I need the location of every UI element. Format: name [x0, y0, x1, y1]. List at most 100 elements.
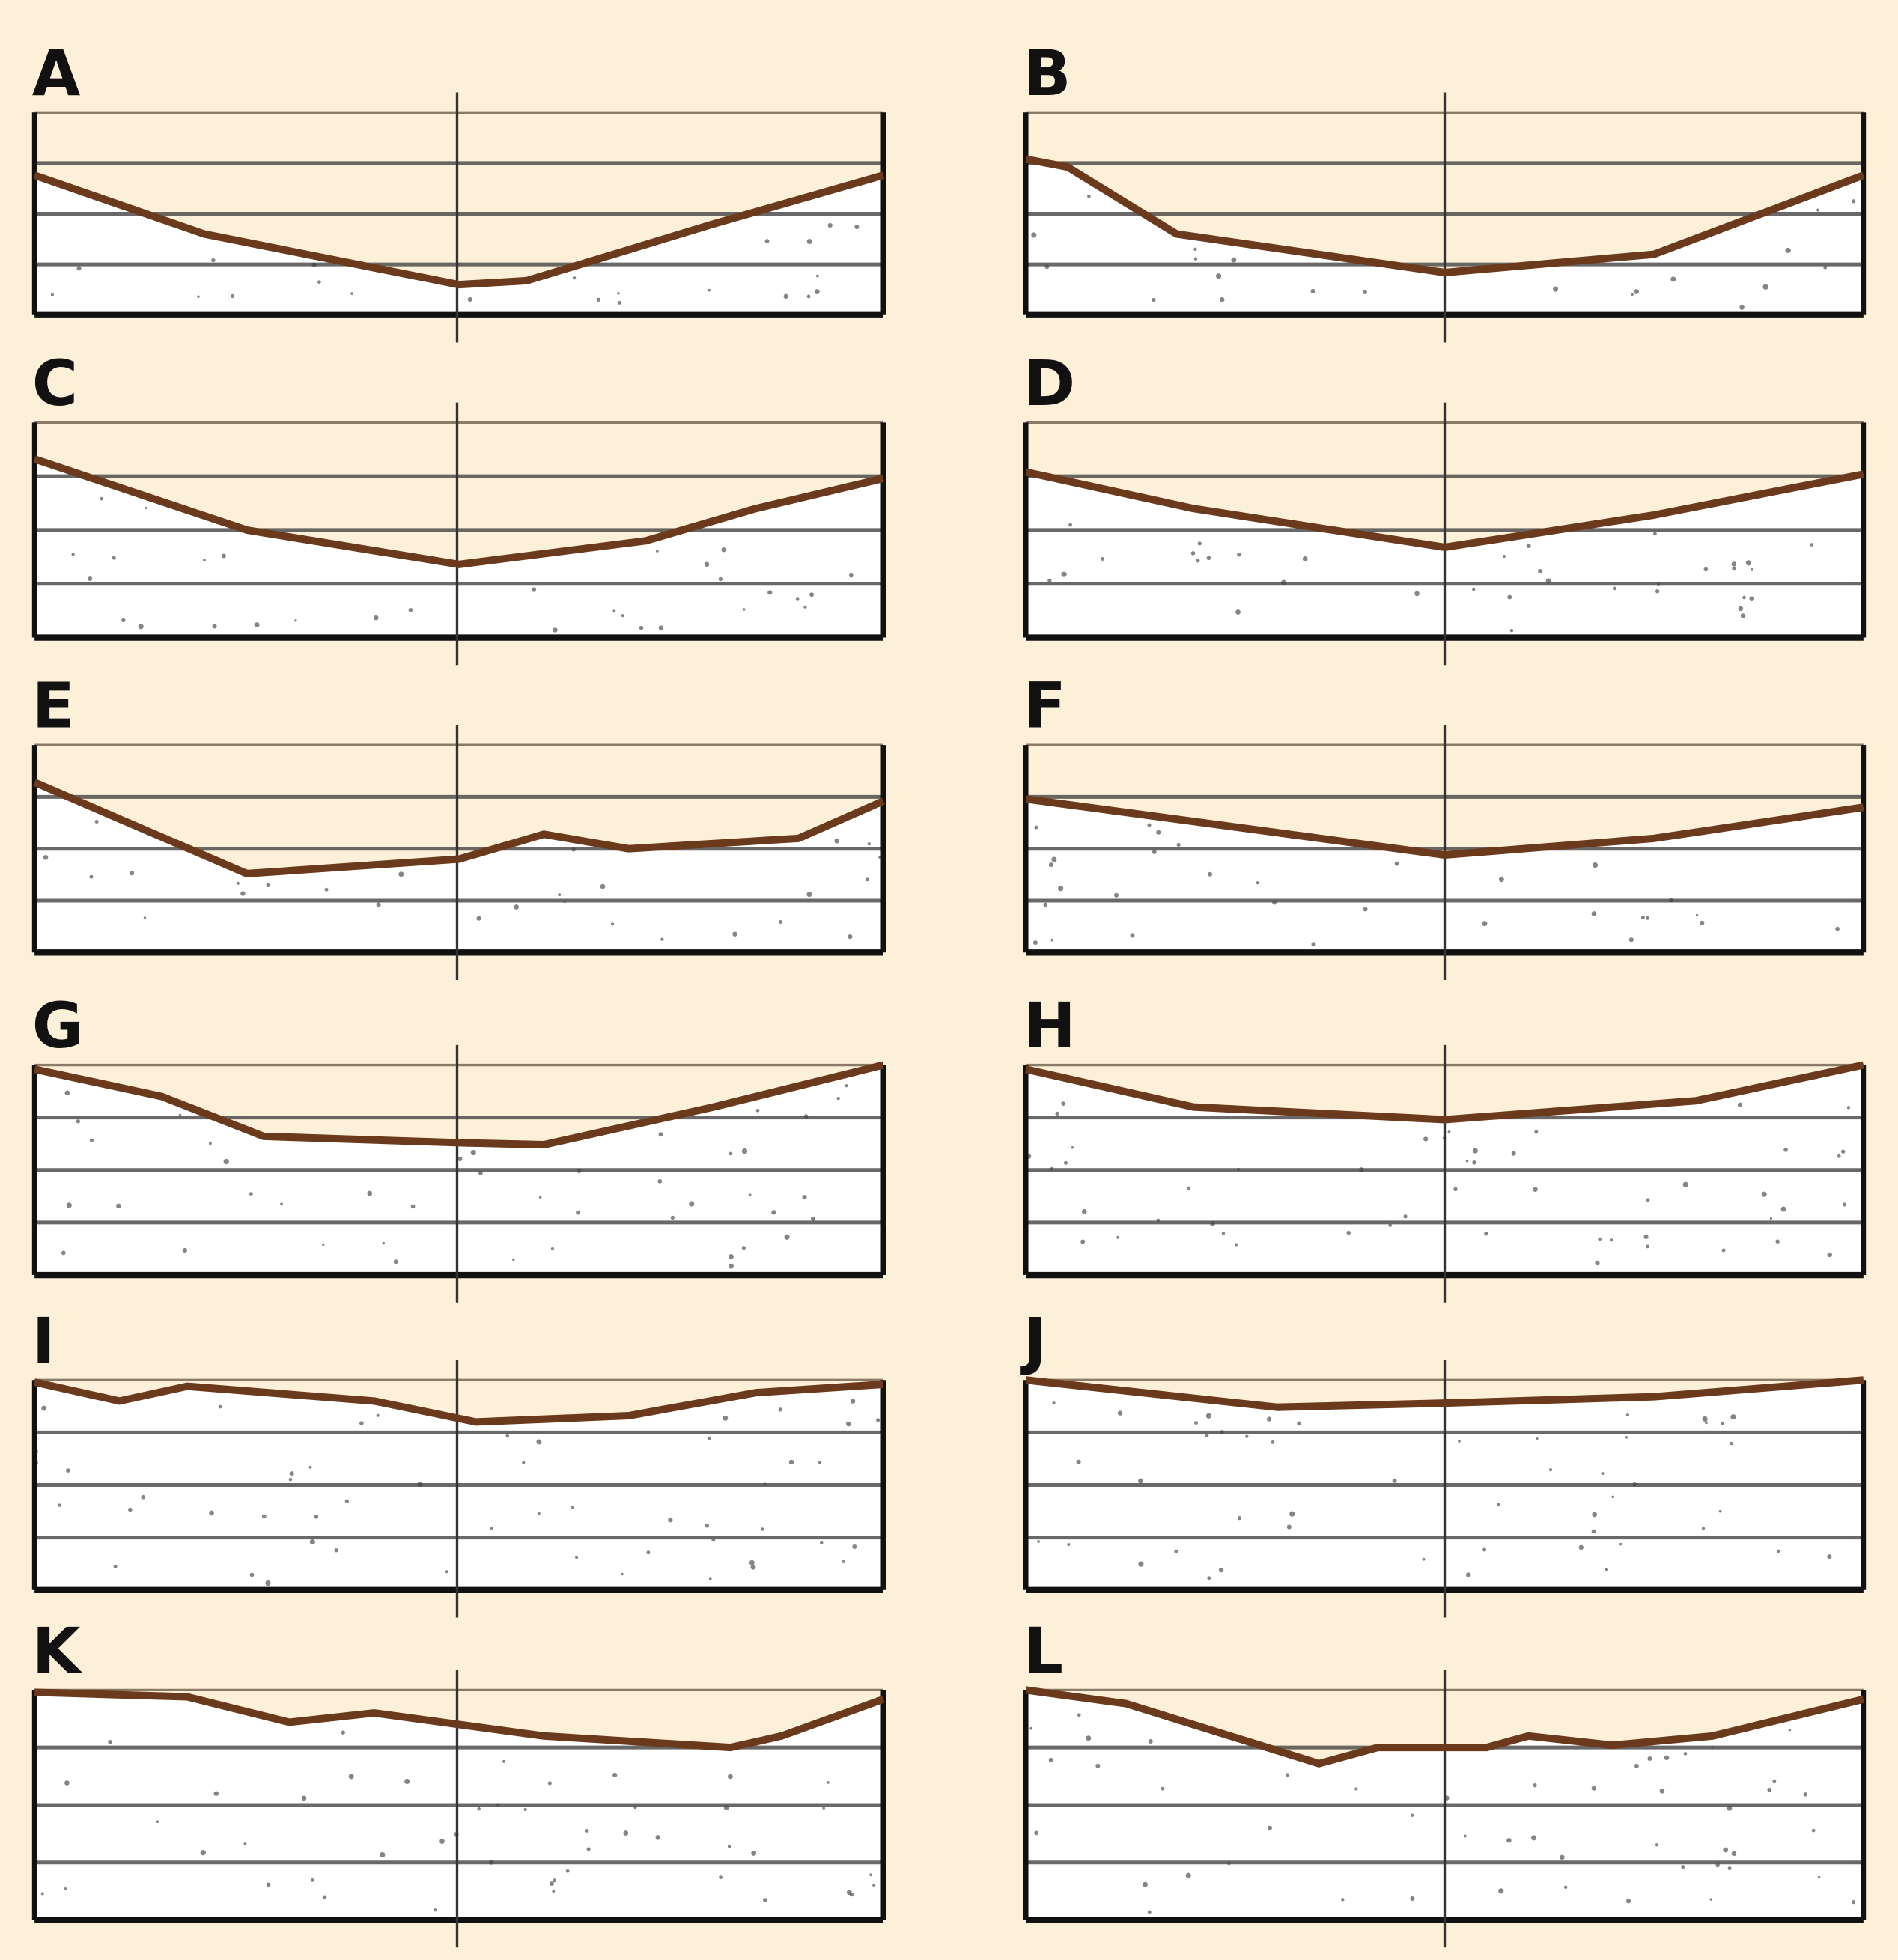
speckle — [1221, 1232, 1226, 1235]
speckle — [1392, 1478, 1397, 1483]
speckle — [1659, 1789, 1665, 1794]
speckle — [617, 300, 621, 305]
speckle — [1534, 1130, 1539, 1134]
speckle — [209, 1510, 214, 1516]
speckle — [322, 1243, 325, 1247]
speckle — [815, 274, 819, 278]
speckle — [639, 625, 644, 630]
speckle — [1509, 628, 1514, 633]
open-area — [34, 745, 883, 874]
speckle — [1237, 1515, 1242, 1521]
speckle — [803, 605, 807, 609]
speckle — [806, 294, 811, 299]
speckle — [707, 1436, 711, 1440]
speckle — [1465, 1160, 1469, 1163]
speckle — [1048, 862, 1053, 868]
speckle — [1739, 305, 1745, 310]
speckle — [1740, 613, 1746, 618]
speckle — [867, 841, 872, 846]
profile-curve — [34, 1688, 885, 1752]
speckle — [1823, 265, 1828, 270]
profile-curve — [1025, 155, 1865, 276]
speckle — [1410, 1896, 1415, 1902]
speckle — [842, 1559, 845, 1563]
speckle — [806, 239, 812, 245]
speckle — [1533, 1187, 1538, 1192]
speckle — [249, 1192, 253, 1196]
speckle — [1176, 842, 1181, 847]
speckle — [382, 1241, 386, 1245]
speckle — [576, 1210, 580, 1215]
speckle — [822, 1807, 825, 1810]
profile-curve — [33, 455, 884, 568]
speckle — [538, 1196, 542, 1199]
speckle — [1592, 862, 1599, 868]
speckle — [249, 1572, 255, 1577]
speckle — [1816, 208, 1820, 212]
speckle — [1619, 1542, 1622, 1546]
speckle — [865, 877, 869, 882]
speckle — [121, 618, 126, 623]
speckle — [1702, 1416, 1708, 1422]
speckle — [718, 576, 723, 582]
speckle — [572, 276, 577, 280]
speckle — [732, 931, 737, 937]
speckle — [1780, 1206, 1786, 1212]
speckle — [1423, 1136, 1429, 1142]
speckle — [40, 1892, 44, 1896]
speckle — [1148, 1739, 1153, 1744]
speckle — [280, 1202, 283, 1206]
speckle — [1531, 1835, 1537, 1841]
profile-curve — [1025, 1686, 1865, 1768]
speckle — [138, 624, 144, 630]
speckle — [1043, 902, 1048, 907]
speckle — [522, 1461, 526, 1464]
speckle — [236, 881, 240, 885]
speckle — [655, 1835, 661, 1840]
speckle — [869, 1873, 872, 1877]
speckle — [1161, 1786, 1165, 1791]
speckle — [197, 295, 200, 298]
speckle — [845, 1421, 851, 1427]
speckle — [876, 1418, 880, 1422]
speckle — [1267, 1825, 1272, 1830]
speckle — [1218, 1567, 1224, 1573]
speckle — [113, 1564, 118, 1569]
speckle — [1048, 1757, 1053, 1762]
speckle — [586, 1847, 591, 1851]
speckle — [1645, 916, 1649, 920]
speckle — [1846, 1106, 1851, 1110]
speckle — [1138, 1478, 1143, 1484]
speckle — [1625, 1436, 1628, 1439]
speckle — [1354, 1787, 1358, 1791]
speckle — [1185, 1872, 1191, 1878]
speckle — [1705, 1421, 1708, 1425]
speckle — [143, 916, 147, 919]
speckle — [727, 1844, 731, 1848]
speckle — [1502, 554, 1506, 559]
speckle — [1050, 938, 1054, 942]
speckle — [708, 288, 711, 292]
profile-curve — [1025, 468, 1864, 551]
speckle — [1100, 556, 1104, 561]
speckle — [1052, 1401, 1056, 1405]
speckle — [848, 934, 853, 940]
speckle — [1835, 926, 1840, 931]
panel-label: I — [32, 1305, 55, 1378]
speckle — [1193, 257, 1198, 261]
speckle — [376, 1413, 380, 1417]
speckle — [1731, 561, 1737, 567]
speckle — [1738, 606, 1744, 612]
speckle — [1851, 1900, 1856, 1905]
profile-curve — [34, 1061, 885, 1149]
speckle — [1827, 1252, 1832, 1258]
speckle — [767, 590, 773, 595]
speckle — [1761, 1191, 1767, 1197]
speckle — [208, 1142, 212, 1145]
speckle — [704, 561, 710, 567]
speckle — [553, 1878, 557, 1883]
speckle — [314, 1514, 319, 1519]
speckle — [1472, 1160, 1476, 1165]
speckle — [783, 293, 788, 299]
speckle — [1289, 1511, 1295, 1517]
